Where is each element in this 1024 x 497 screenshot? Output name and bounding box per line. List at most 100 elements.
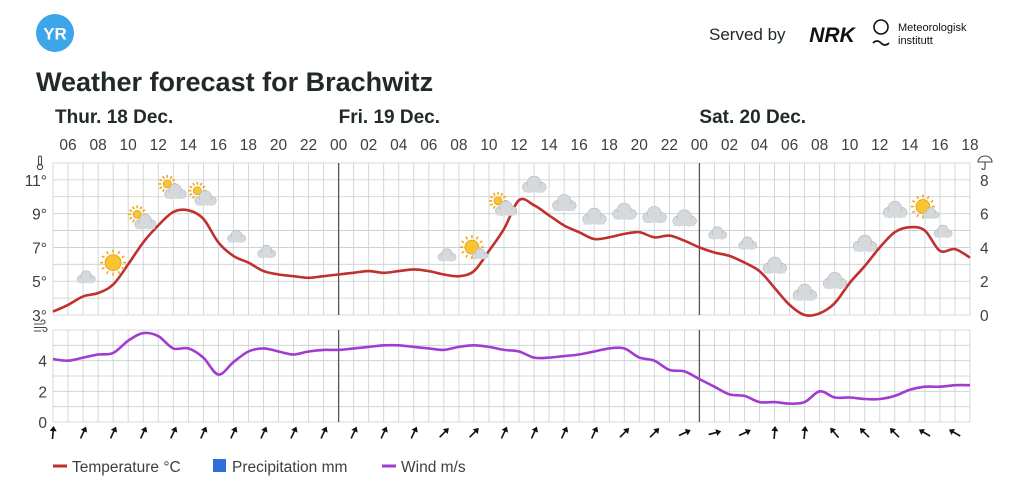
wind-arrow-head xyxy=(140,426,148,433)
moon-shape xyxy=(931,218,937,229)
hour-label: 06 xyxy=(59,137,76,154)
sun-ray xyxy=(492,192,496,197)
cloud-icon xyxy=(882,201,908,218)
day-label: Fri. 19 Dec. xyxy=(339,107,440,128)
temp-tick-label: 3° xyxy=(32,308,47,325)
partly-cloudy-night-icon xyxy=(736,230,758,250)
umbrella-icon xyxy=(977,155,993,170)
wind-arrow-icon xyxy=(678,428,691,437)
legend-label-precipitation: Precipitation mm xyxy=(232,459,347,476)
hour-label: 08 xyxy=(89,137,106,154)
partly-cloudy-night-icon xyxy=(74,264,96,284)
sun-ray xyxy=(169,175,173,180)
sun-ray xyxy=(916,195,920,200)
sun-ray xyxy=(475,236,479,240)
wind-arrow-head xyxy=(411,426,418,433)
sun-ray xyxy=(461,240,465,244)
precip-tick-label: 8 xyxy=(980,173,989,190)
sun-ray xyxy=(192,182,196,186)
cloud-part xyxy=(643,216,665,223)
wind-arrow-icon xyxy=(859,428,870,438)
cloud-part xyxy=(739,244,756,250)
temp-tick-label: 7° xyxy=(32,240,47,257)
partly-cloudy-night-icon xyxy=(705,220,727,240)
cloud-part xyxy=(78,278,95,284)
wind-arrow-icon xyxy=(918,428,931,437)
hour-label: 16 xyxy=(571,137,588,154)
partly-cloudy-day-icon xyxy=(158,174,187,199)
wind-arrow-icon xyxy=(320,426,328,439)
sun-cloud-icon xyxy=(459,235,489,260)
legend-item-wind[interactable]: Wind m/s xyxy=(382,459,466,476)
wind-arrow-icon xyxy=(350,426,358,439)
yr-logo[interactable]: YR xyxy=(36,14,74,52)
wind-arrow-icon xyxy=(771,426,779,440)
temp-tick-label: 11° xyxy=(25,173,47,190)
wind-arrow-icon xyxy=(708,429,722,436)
sun-disc xyxy=(192,186,202,196)
sun-ray xyxy=(465,254,469,258)
partly-cloudy-night-icon xyxy=(435,242,457,262)
sun-ray xyxy=(912,199,916,203)
wind-arrow-head xyxy=(442,428,449,435)
hour-label: 06 xyxy=(420,137,437,154)
wind-arrow-icon xyxy=(948,428,961,437)
met-logo-line2: institutt xyxy=(898,35,933,47)
cloud-part xyxy=(195,199,215,206)
wind-arrow-head xyxy=(531,426,539,433)
wind-arrow-icon xyxy=(530,426,539,439)
wind-arrow-head xyxy=(321,426,328,433)
sun-ray xyxy=(926,195,930,200)
nrk-logo[interactable]: NRK xyxy=(809,24,856,47)
hour-label: 22 xyxy=(661,137,678,154)
sun-ray xyxy=(192,195,196,199)
thermometer-icon xyxy=(36,155,44,171)
wind-arrow-icon xyxy=(469,428,479,438)
cloud-part xyxy=(472,254,487,259)
legend-label-wind: Wind m/s xyxy=(401,459,466,476)
legend-item-temperature[interactable]: Temperature °C xyxy=(53,459,181,476)
wind-arrow-icon xyxy=(889,428,900,438)
partly-cloudy-day-icon xyxy=(188,181,217,206)
hour-label: 18 xyxy=(601,137,618,154)
wind-arrow-icon xyxy=(410,426,418,439)
cloud-part xyxy=(673,219,695,227)
partly-cloudy-night-icon xyxy=(255,239,276,258)
wind-arrow-head xyxy=(231,426,238,433)
hour-label: 14 xyxy=(540,137,558,154)
sun-ray xyxy=(489,195,494,199)
cloud-part xyxy=(824,282,846,289)
sun-ray xyxy=(489,203,494,207)
wind-arrow-head xyxy=(49,426,57,432)
cloud-part xyxy=(854,245,876,252)
wind-arrow-icon xyxy=(79,426,88,439)
moon-shape xyxy=(348,243,356,258)
met-logo-line1: Meteorologisk xyxy=(898,22,967,34)
legend-item-precipitation[interactable]: Precipitation mm xyxy=(213,459,347,476)
wind-arrow-icon xyxy=(649,428,660,438)
wind-arrow-head xyxy=(653,428,660,435)
partly-cloudy-night-icon xyxy=(931,218,953,238)
wind-arrow-icon xyxy=(500,426,509,439)
hour-label: 04 xyxy=(390,137,408,154)
wind-line xyxy=(52,331,971,405)
wind-tick-label: 2 xyxy=(38,384,47,401)
sun-ray xyxy=(121,255,125,259)
cloud-part xyxy=(934,232,951,238)
sun-ray xyxy=(101,255,105,259)
met-logo-icon[interactable] xyxy=(872,19,890,46)
hour-label: 16 xyxy=(931,137,948,154)
wind-arrow-head xyxy=(561,426,569,433)
sun-ray xyxy=(189,193,193,196)
temp-tick-label: 9° xyxy=(32,207,47,224)
sun-ray xyxy=(172,178,176,182)
cloud-part xyxy=(523,186,545,193)
day-labels: Thur. 18 Dec. Fri. 19 Dec. Sat. 20 Dec. xyxy=(55,107,806,128)
precip-tick-label: 6 xyxy=(980,207,989,224)
precip-tick-label: 2 xyxy=(980,274,989,291)
hour-label: 04 xyxy=(751,137,769,154)
cloud-icon xyxy=(672,209,697,227)
wind-arrow-head xyxy=(80,426,88,433)
wind-arrow-head xyxy=(859,428,866,435)
